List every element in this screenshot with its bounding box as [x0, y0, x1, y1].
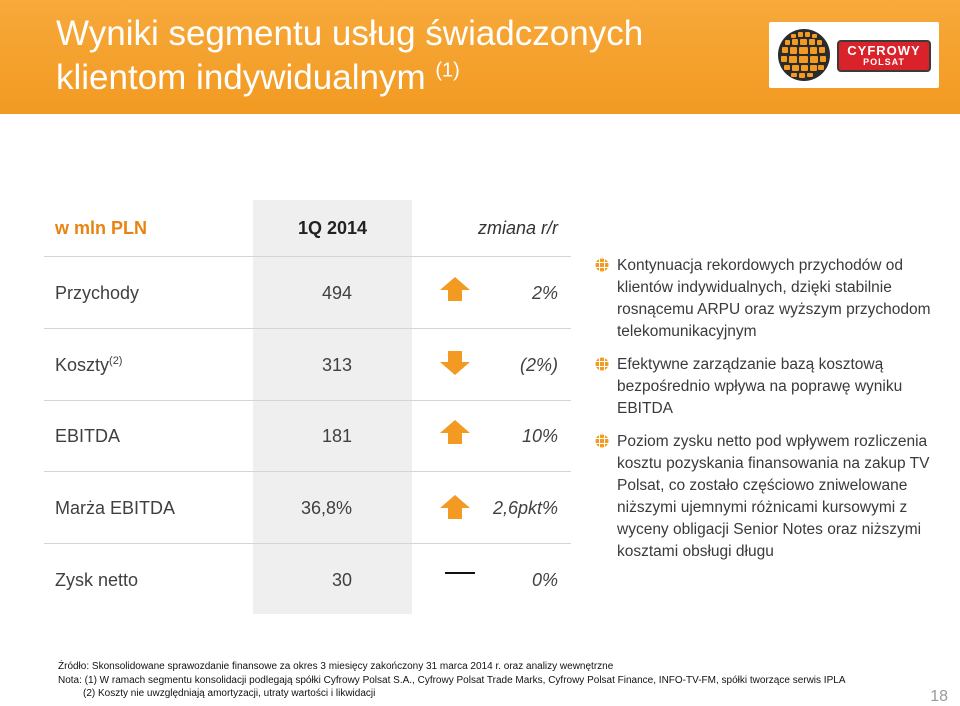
arrow-down-icon [440, 351, 470, 375]
row-label-marza-ebitda: Marża EBITDA [55, 498, 176, 518]
table-header-period: 1Q 2014 [297, 218, 368, 238]
table-header-unit: w mln PLN [55, 218, 148, 238]
row-change-przychody: 2% [531, 283, 558, 303]
row-value-ebitda: 181 [321, 426, 352, 446]
row-change-ebitda: 10% [521, 426, 558, 446]
arrow-up-icon [440, 420, 470, 444]
cyfrowy-polsat-logo: CYFROWY POLSAT [769, 22, 939, 88]
row-value-koszty: 313 [321, 355, 352, 375]
row-value-marza-ebitda: 36,8% [300, 498, 352, 518]
header-bar: Wyniki segmentu usług świadczonych klien… [0, 0, 960, 114]
arrow-up-icon [440, 277, 470, 301]
title-line-2: klientom indywidualnym [56, 58, 426, 97]
commentary-item: Poziom zysku netto pod wpływem rozliczen… [595, 431, 940, 563]
globe-bullet-icon [595, 258, 609, 272]
dash-icon [445, 572, 475, 574]
page-number: 18 [930, 688, 948, 705]
row-label-koszty: Koszty(2) [55, 355, 123, 375]
table-divider [44, 543, 571, 544]
commentary-item: Kontynuacja rekordowych przychodów od kl… [595, 255, 940, 343]
footnote-2: (2) Koszty nie uwzględniają amortyzacji,… [83, 688, 376, 699]
row-label-zysk-netto: Zysk netto [55, 570, 139, 590]
row-label-ebitda: EBITDA [55, 426, 121, 446]
table-divider [44, 328, 571, 329]
table-divider [44, 256, 571, 257]
commentary-item: Efektywne zarządzanie bazą kosztową bezp… [595, 354, 940, 420]
row-change-zysk-netto: 0% [531, 570, 558, 590]
table-divider [44, 400, 571, 401]
footnote-1: Nota: (1) W ramach segmentu konsolidacji… [58, 674, 846, 686]
arrow-up-icon [440, 495, 470, 519]
page-title: Wyniki segmentu usług świadczonych klien… [56, 12, 643, 100]
row-value-przychody: 494 [321, 283, 352, 303]
footnotes: Źródło: Skonsolidowane sprawozdanie fina… [58, 660, 846, 701]
table-header-change: zmiana r/r [477, 218, 558, 238]
period-column-band [253, 200, 412, 614]
globe-bullet-icon [595, 357, 609, 371]
source-note: Źródło: Skonsolidowane sprawozdanie fina… [58, 661, 614, 672]
commentary-list: Kontynuacja rekordowych przychodów od kl… [595, 255, 940, 574]
row-change-marza-ebitda: 2,6pkt% [492, 498, 558, 518]
title-footnote-marker: (1) [435, 59, 460, 82]
row-value-zysk-netto: 30 [331, 570, 352, 590]
title-line-1: Wyniki segmentu usług świadczonych [56, 14, 644, 53]
row-label-przychody: Przychody [55, 283, 140, 303]
table-divider [44, 471, 571, 472]
globe-bullet-icon [595, 434, 609, 448]
logo-wordmark: CYFROWY POLSAT [837, 40, 931, 72]
row-change-koszty: (2%) [519, 355, 558, 375]
globe-logo-icon [778, 29, 830, 81]
